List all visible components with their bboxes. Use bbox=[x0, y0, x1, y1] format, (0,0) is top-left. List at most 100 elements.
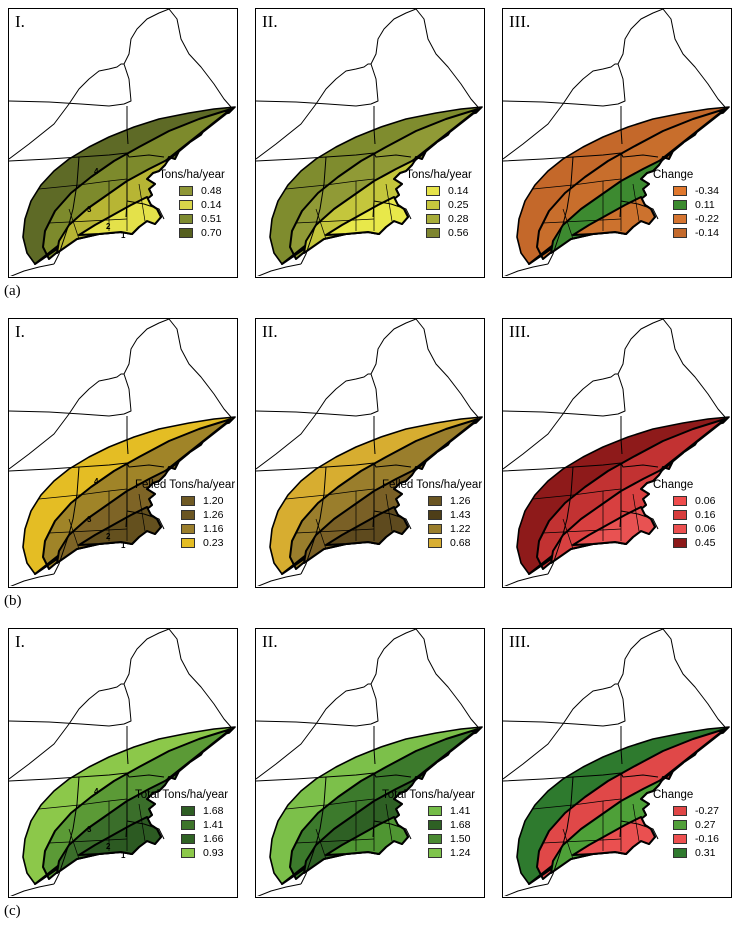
legend-value: 0.25 bbox=[448, 199, 469, 211]
county-boundary bbox=[632, 493, 640, 532]
map-legend: Change -0.27 0.27 -0.16 0.31 bbox=[653, 789, 719, 860]
legend-entry: 1.16 bbox=[181, 522, 235, 536]
state-boundary bbox=[620, 462, 659, 468]
legend-value: 0.45 bbox=[695, 537, 716, 549]
state-boundary bbox=[373, 200, 412, 220]
legend-value: 0.68 bbox=[450, 537, 471, 549]
legend-value: 0.06 bbox=[695, 495, 716, 507]
zone-number: 1 bbox=[121, 541, 126, 550]
state-boundary bbox=[373, 152, 412, 158]
zone-1-region bbox=[325, 816, 409, 856]
legend-entry: 0.14 bbox=[179, 198, 225, 212]
state-boundary bbox=[620, 772, 659, 778]
legend-entry: 1.20 bbox=[181, 494, 235, 508]
county-boundary bbox=[138, 183, 146, 222]
legend-entry: 1.43 bbox=[428, 508, 482, 522]
legend-value: 1.43 bbox=[450, 509, 471, 521]
state-boundary bbox=[503, 410, 604, 417]
legend-value: -0.16 bbox=[695, 833, 719, 845]
legend-entry: 1.26 bbox=[428, 494, 482, 508]
map-legend: Tons/ha/year 0.14 0.25 0.28 0.56 bbox=[406, 169, 472, 240]
state-boundary bbox=[108, 63, 132, 107]
state-boundary bbox=[126, 772, 165, 778]
county-boundary bbox=[68, 518, 80, 550]
legend-title: Tons/ha/year bbox=[406, 169, 472, 181]
legend-value: 1.26 bbox=[450, 495, 471, 507]
county-boundary bbox=[532, 798, 622, 810]
map-panel: II. Tons/ha/year 0.14 0.25 0.28 0.56 bbox=[255, 8, 485, 278]
zone-1-region bbox=[572, 506, 656, 546]
legend-entry: 1.24 bbox=[428, 846, 475, 860]
state-boundary bbox=[547, 466, 574, 575]
legend-swatch bbox=[179, 214, 193, 224]
panel-numeral: II. bbox=[262, 12, 278, 31]
state-boundary bbox=[126, 416, 129, 455]
legend-entry: 1.26 bbox=[181, 508, 235, 522]
county-boundary bbox=[285, 178, 375, 190]
county-boundary bbox=[562, 208, 574, 240]
zone-number: 2 bbox=[106, 222, 111, 231]
legend-value: 0.56 bbox=[448, 227, 469, 239]
zone-number: 4 bbox=[94, 787, 99, 796]
state-boundary bbox=[662, 9, 726, 108]
legend-value: 0.51 bbox=[201, 213, 222, 225]
legend-entry: 0.06 bbox=[673, 494, 715, 508]
zone-number: 4 bbox=[94, 167, 99, 176]
state-boundary bbox=[373, 416, 376, 455]
legend-swatch bbox=[428, 820, 442, 830]
state-boundary bbox=[300, 466, 327, 575]
legend-value: 0.11 bbox=[695, 199, 715, 211]
panel-numeral: I. bbox=[15, 12, 25, 31]
legend-entry: 0.93 bbox=[181, 846, 228, 860]
state-boundary bbox=[256, 720, 357, 727]
legend-title: Change bbox=[653, 479, 694, 491]
legend-swatch bbox=[181, 524, 195, 534]
region-map: 4 3 2 1 bbox=[9, 629, 236, 896]
county-boundary bbox=[38, 798, 128, 810]
county-boundary bbox=[632, 803, 640, 842]
county-boundary bbox=[68, 828, 80, 860]
legend-swatch bbox=[179, 228, 193, 238]
state-boundary bbox=[620, 152, 659, 158]
state-boundary bbox=[662, 629, 726, 728]
legend-entry: 0.14 bbox=[426, 184, 472, 198]
map-legend: Total Tons/ha/year 1.68 1.41 1.66 0.93 bbox=[135, 789, 228, 860]
legend-entry: 0.25 bbox=[426, 198, 472, 212]
legend-value: 0.23 bbox=[203, 537, 224, 549]
row-label: (c) bbox=[4, 903, 21, 919]
legend-entry: 0.11 bbox=[673, 198, 719, 212]
legend-swatch bbox=[428, 848, 442, 858]
legend-entry: 1.68 bbox=[181, 804, 228, 818]
state-boundary bbox=[373, 462, 412, 468]
state-boundary bbox=[168, 9, 232, 108]
map-panel: II. Felled Tons/ha/year 1.26 1.43 1.22 0.68 bbox=[255, 318, 485, 588]
region-map bbox=[256, 319, 483, 586]
legend-entry: 0.23 bbox=[181, 536, 235, 550]
state-boundary bbox=[53, 156, 80, 265]
state-boundary bbox=[602, 373, 626, 417]
legend-swatch bbox=[428, 510, 442, 520]
state-boundary bbox=[300, 776, 327, 885]
state-boundary bbox=[108, 683, 132, 727]
state-boundary bbox=[503, 720, 604, 727]
legend-swatch bbox=[181, 510, 195, 520]
county-boundary bbox=[38, 178, 128, 190]
region-map bbox=[503, 319, 730, 586]
state-boundary bbox=[547, 776, 574, 885]
zone-number: 2 bbox=[106, 842, 111, 851]
legend-swatch bbox=[673, 214, 687, 224]
zone-number: 1 bbox=[121, 231, 126, 240]
county-boundary bbox=[48, 528, 128, 534]
county-boundary bbox=[285, 488, 375, 500]
legend-swatch bbox=[181, 834, 195, 844]
legend-swatch bbox=[179, 200, 193, 210]
map-panel: 4 3 2 1 I. Felled Tons/ha/year 1.20 1.26 1.16 0.2… bbox=[8, 318, 238, 588]
legend-entry: 1.50 bbox=[428, 832, 475, 846]
legend-value: 1.22 bbox=[450, 523, 471, 535]
legend-value: 0.93 bbox=[203, 847, 224, 859]
legend-entry: -0.34 bbox=[673, 184, 719, 198]
state-boundary bbox=[9, 629, 170, 780]
legend-swatch bbox=[181, 806, 195, 816]
legend-title: Felled Tons/ha/year bbox=[382, 479, 483, 491]
legend-value: -0.27 bbox=[695, 805, 719, 817]
